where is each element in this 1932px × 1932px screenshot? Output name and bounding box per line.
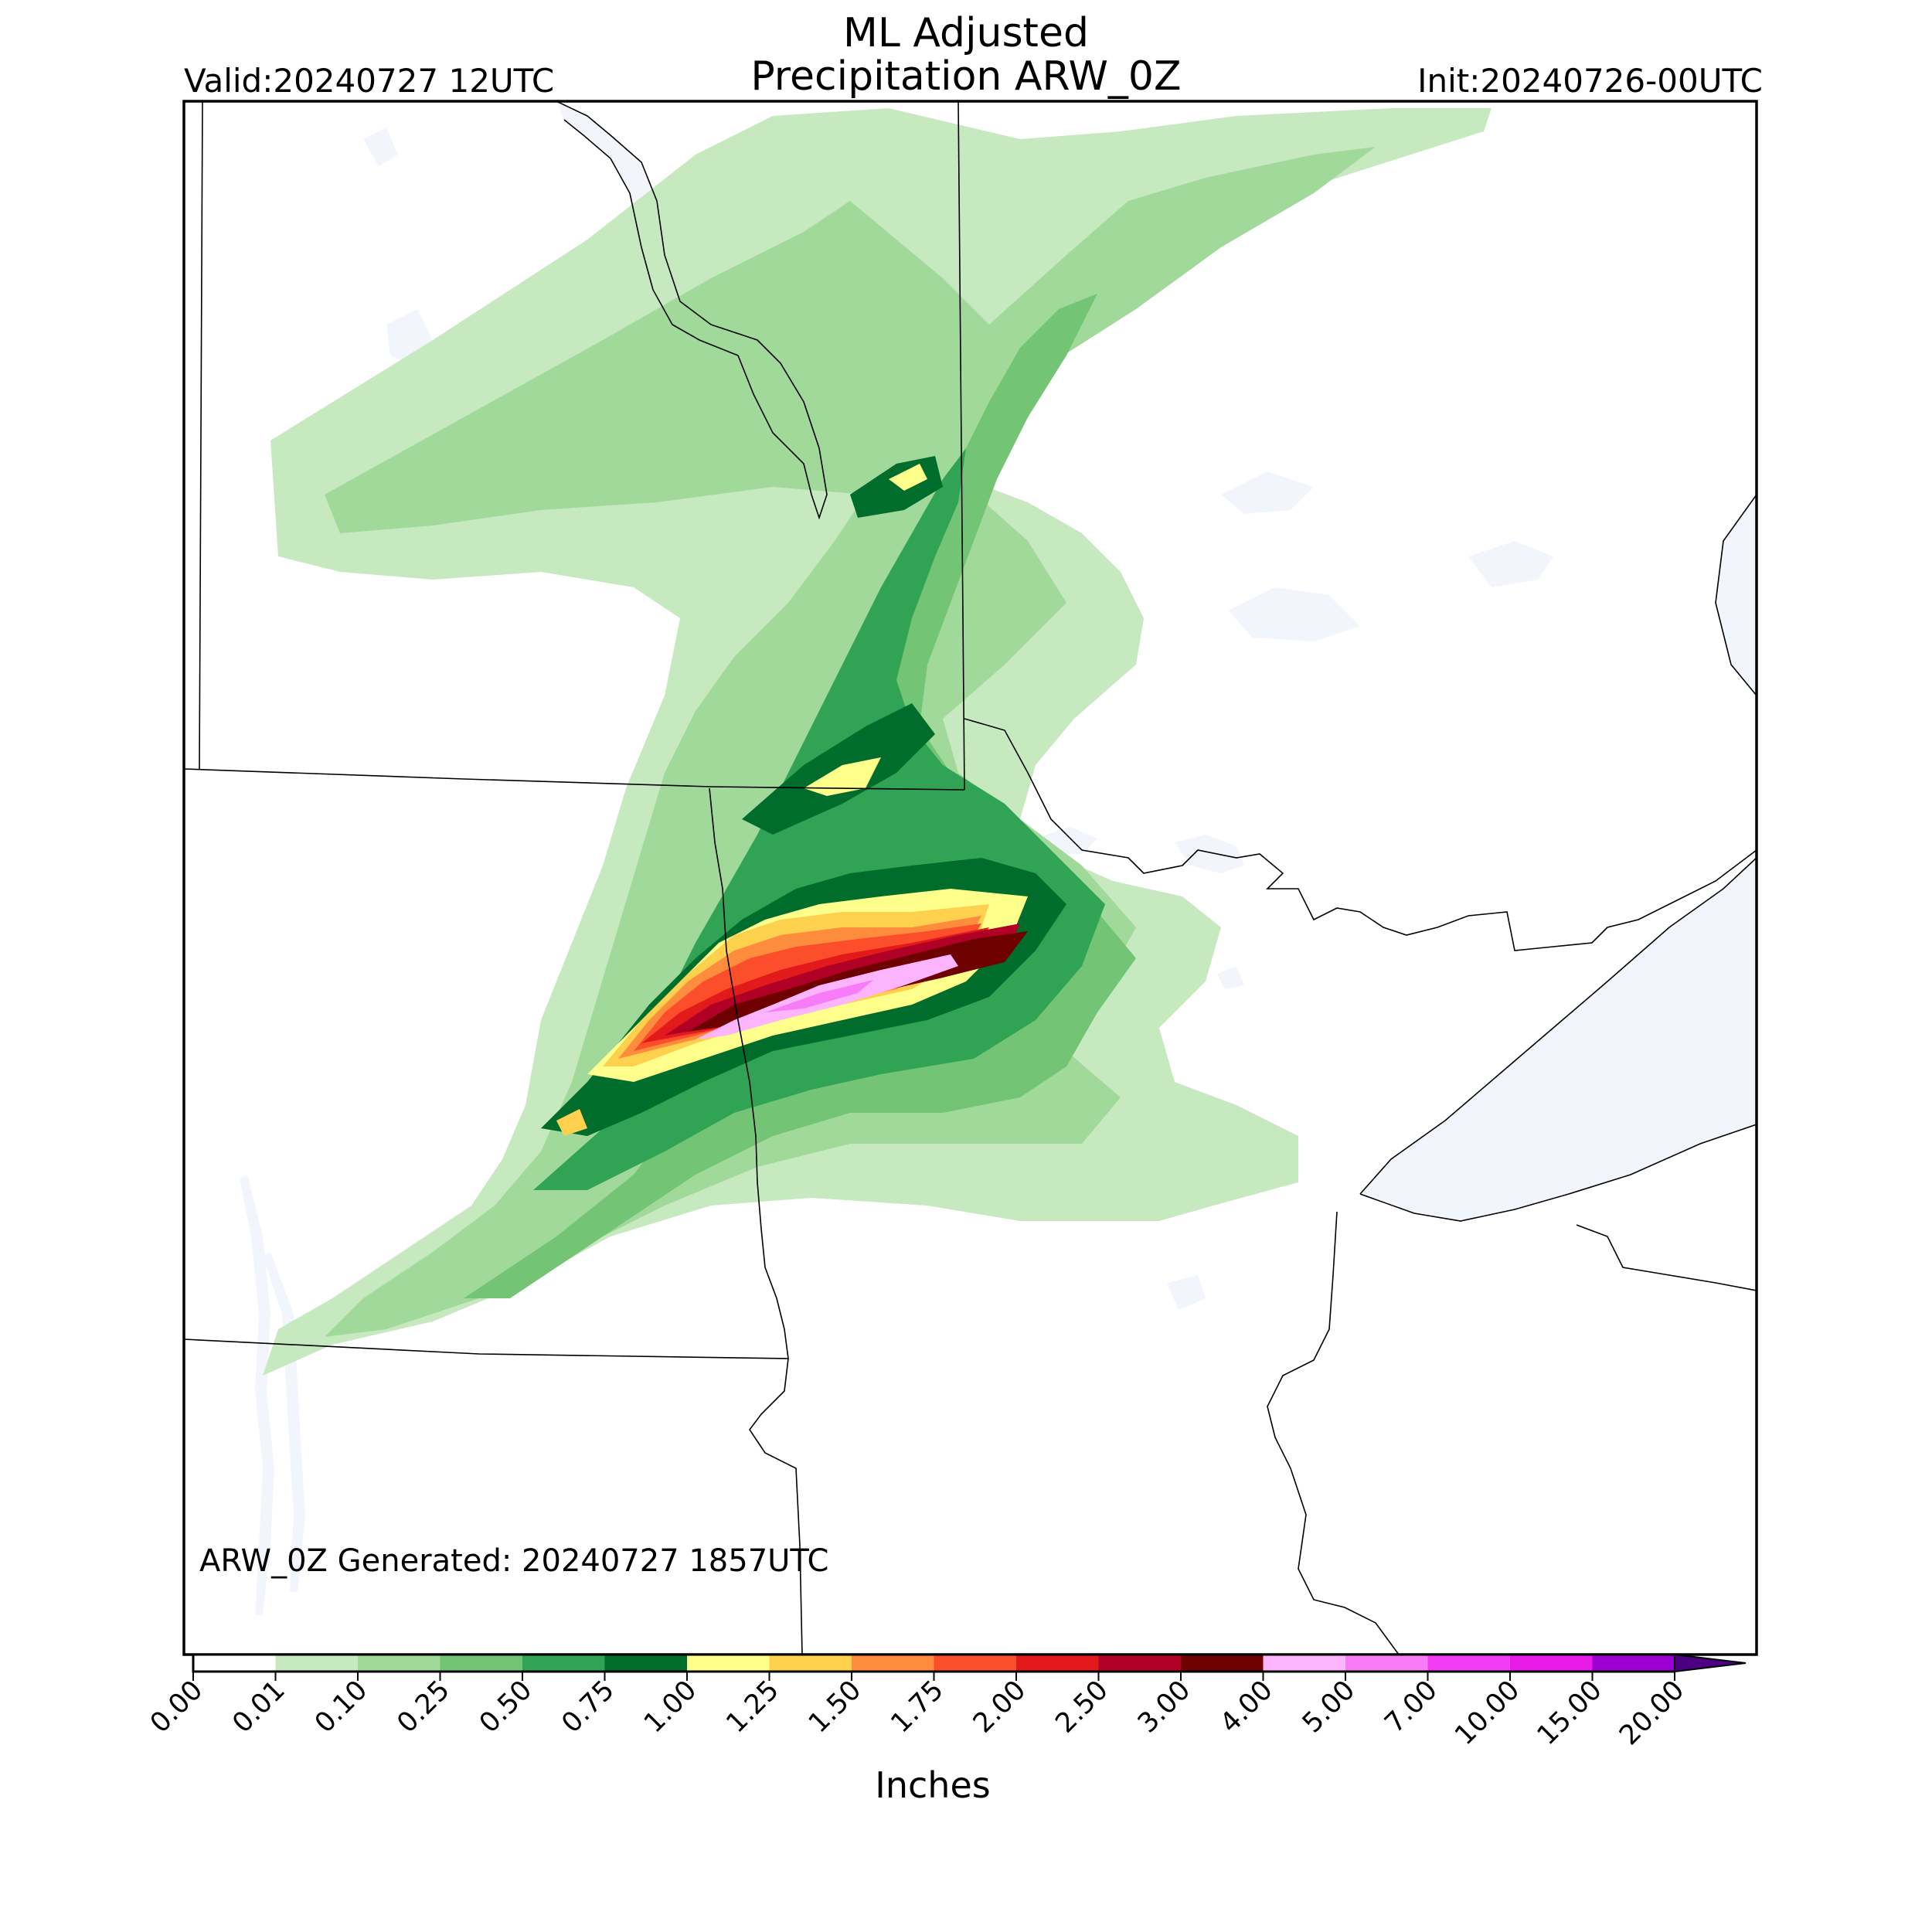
colorbar-tick-label: 0.01 [226, 1675, 291, 1739]
colorbar-tick-label: 0.50 [474, 1675, 538, 1739]
lake-superior [1360, 858, 1757, 1221]
colorbar-bin [687, 1655, 770, 1672]
precip-1.00-north [804, 757, 881, 796]
colorbar-tick-label: 2.00 [968, 1675, 1032, 1739]
precip-1.25-west [556, 1109, 587, 1136]
colorbar-bin [440, 1655, 522, 1672]
precip-1.00-north2 [889, 464, 927, 491]
lake-superior-shore [1359, 857, 1757, 1222]
colorbar-bin [358, 1655, 440, 1672]
colorbar-tick-label: 0.10 [309, 1675, 373, 1739]
lake-winnipegosis-shore [1715, 494, 1757, 696]
colorbar-tick-label: 0.75 [556, 1675, 620, 1739]
upper-red-lake [1229, 587, 1360, 641]
colorbar-tick-label: 4.00 [1214, 1675, 1278, 1739]
wi-border [1267, 1211, 1400, 1655]
colorbar-tick-label: 0.25 [391, 1675, 455, 1739]
colorbar-label: Inches [875, 1764, 991, 1806]
colorbar-bin [1510, 1655, 1593, 1672]
east-lakes-1 [1468, 541, 1553, 587]
colorbar-tick-label: 1.00 [638, 1675, 702, 1739]
colorbar-tick-label: 20.00 [1614, 1675, 1690, 1751]
colorbar-bin [769, 1655, 852, 1672]
colorbar-bin [1592, 1655, 1675, 1672]
colorbar-tick-label: 0.00 [145, 1675, 209, 1739]
colorbar-tick-label: 1.75 [885, 1675, 949, 1739]
boundaries [184, 101, 1757, 1655]
colorbar-tick-label: 1.50 [803, 1675, 867, 1739]
colorbar-tick-label: 3.00 [1132, 1675, 1196, 1739]
nd-sd-border [184, 1338, 789, 1359]
generated-label: ARW_0Z Generated: 20240727 1857UTC [199, 1543, 829, 1579]
manitoba-border [957, 101, 965, 791]
lake-of-the-woods [1175, 835, 1244, 873]
sask-border [199, 101, 203, 770]
colorbar-tick-label: 1.25 [720, 1675, 784, 1739]
colorbar-bin [604, 1655, 687, 1672]
colorbar-tick-label: 15.00 [1532, 1675, 1608, 1751]
canada-border [184, 768, 965, 791]
valid-time-label: Valid:20240727 12UTC [184, 62, 555, 100]
colorbar-bin [275, 1655, 358, 1672]
init-time-label: Init:20240726-00UTC [1417, 62, 1763, 100]
colorbar [192, 1653, 1747, 1673]
colorbar-bin [1263, 1655, 1345, 1672]
devils-lake [1217, 966, 1244, 989]
colorbar-tick-label: 7.00 [1379, 1675, 1443, 1739]
colorbar-bin [193, 1655, 276, 1672]
red-river [709, 787, 803, 1655]
precip-5.00 [765, 980, 873, 1012]
colorbar-bin [1098, 1655, 1181, 1672]
mn-east-border [964, 718, 1757, 951]
lake-sakakawea-shore [556, 101, 828, 520]
small-lake-nw [363, 128, 398, 166]
east-lakes-2 [1221, 471, 1314, 514]
colorbar-tick-label: 2.50 [1049, 1675, 1114, 1739]
title-line-2: Precipitation ARW_0Z [750, 53, 1182, 100]
colorbar-bin [1181, 1655, 1264, 1672]
colorbar-tick-label: 10.00 [1449, 1675, 1526, 1751]
colorbar-bin [1345, 1655, 1428, 1672]
colorbar-tick-label: 5.00 [1297, 1675, 1361, 1739]
colorbar-bin [934, 1655, 1016, 1672]
colorbar-bin [1427, 1655, 1510, 1672]
colorbar-bin [852, 1655, 934, 1672]
james-river [240, 1175, 274, 1615]
colorbar-bin [522, 1655, 605, 1672]
title-line-1: ML Adjusted [843, 10, 1089, 56]
mille-lacs [1167, 1275, 1206, 1310]
mi-border [1576, 1224, 1757, 1291]
colorbar-ticks: 0.00 0.01 0.10 0.25 0.50 0.75 1.00 1.25 1.50 1.75… [145, 1672, 1690, 1751]
lake-winnipegosis [1716, 495, 1757, 696]
precipitation-field [263, 108, 1492, 1376]
colorbar-extend-arrow [1674, 1653, 1747, 1673]
colorbar-bin [1016, 1655, 1099, 1672]
